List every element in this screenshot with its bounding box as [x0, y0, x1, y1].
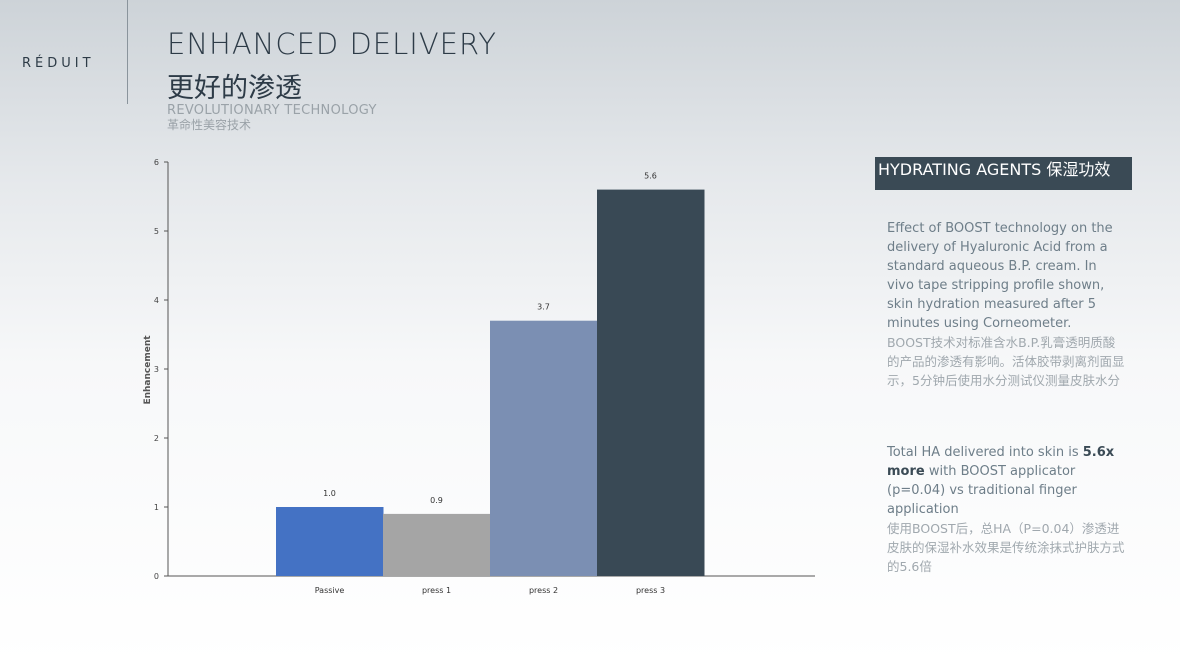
y-axis: 0 1 2 3 4 5 6 — [154, 158, 169, 581]
y-tick-label: 5 — [154, 227, 159, 236]
result-text-a: Total HA delivered into skin is — [887, 445, 1083, 460]
brand-logo: RÉDUIT — [22, 56, 95, 71]
bars: 1.0 0.9 3.7 5.6 — [276, 172, 705, 576]
bar-value-label: 0.9 — [430, 496, 443, 505]
bar-value-label: 1.0 — [323, 489, 336, 498]
bar-press-3 — [597, 189, 705, 576]
y-axis-label: Enhancement — [143, 335, 153, 405]
result-highlight: 5.6x more — [887, 445, 1115, 479]
bar-passive — [276, 507, 384, 576]
y-tick-label: 0 — [154, 572, 159, 581]
y-tick-label: 4 — [154, 296, 159, 305]
x-tick-label: Passive — [315, 586, 345, 595]
description-chinese: BOOST技术对标准含水B.P.乳膏透明质酸的产品的渗透有影响。活体胶带剥离剂面… — [887, 335, 1125, 388]
panel-title: HYDRATING AGENTS 保湿功效 — [875, 157, 1132, 190]
x-tick-label: press 1 — [422, 586, 451, 595]
y-tick-label: 3 — [154, 365, 159, 374]
x-tick-label: press 2 — [529, 586, 558, 595]
y-tick-label: 6 — [154, 158, 159, 167]
x-tick-label: press 3 — [636, 586, 665, 595]
bar-press-1 — [383, 513, 491, 576]
bar-value-label: 5.6 — [644, 172, 657, 181]
result-text-b: with BOOST applicator (p=0.04) vs tradit… — [887, 464, 1077, 517]
result-chinese: 使用BOOST后，总HA（P=0.04）渗透进皮肤的保湿补水效果是传统涂抹式护肤… — [887, 521, 1125, 574]
page-subtitle: REVOLUTIONARY TECHNOLOGY — [167, 103, 377, 118]
enhancement-bar-chart: 0 1 2 3 4 5 6 Passive press 1 press 2 press 3 1.0… — [143, 158, 815, 595]
bar-press-2 — [490, 320, 598, 576]
page-subtitle-chinese: 革命性美容技术 — [167, 118, 252, 132]
description-english: Effect of BOOST technology on the delive… — [887, 221, 1113, 331]
result-paragraph: Total HA delivered into skin is 5.6x mor… — [887, 443, 1127, 576]
header-divider — [127, 0, 128, 104]
page-title-chinese: 更好的渗透 — [167, 73, 302, 104]
bar-value-label: 3.7 — [537, 303, 550, 312]
result-english: Total HA delivered into skin is 5.6x mor… — [887, 443, 1127, 519]
y-tick-label: 2 — [154, 434, 159, 443]
description-paragraph: Effect of BOOST technology on the delive… — [887, 219, 1127, 390]
x-axis: Passive press 1 press 2 press 3 — [168, 575, 815, 595]
page-title: ENHANCED DELIVERY — [167, 27, 498, 61]
y-tick-label: 1 — [154, 503, 159, 512]
